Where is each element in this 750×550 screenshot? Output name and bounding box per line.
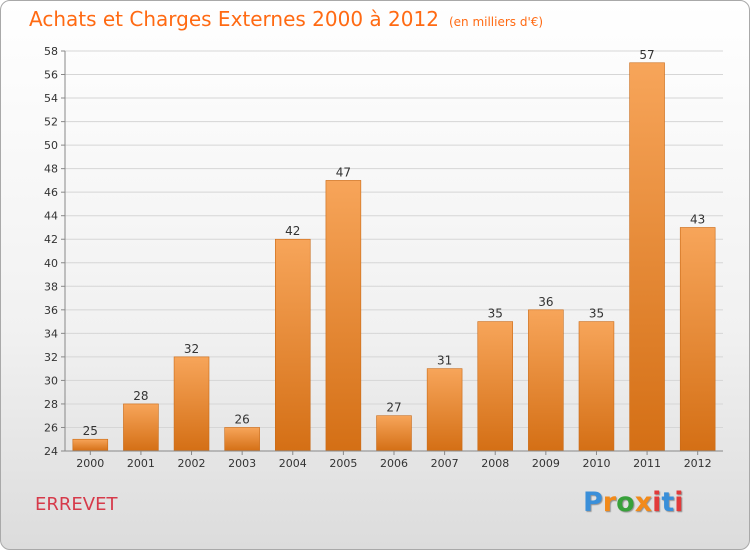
x-tick-label: 2006 [380,457,408,470]
y-tick-label: 38 [44,280,58,293]
data-label: 42 [285,224,300,238]
y-tick-label: 30 [44,374,58,387]
proxiti-logo[interactable]: Proxiti [583,487,684,518]
y-tick-label: 32 [44,351,58,364]
logo-letter: t [661,487,675,518]
bar [224,427,260,452]
bar [72,438,109,452]
data-label: 35 [488,307,503,321]
y-tick-label: 56 [44,69,58,82]
bars [72,62,716,452]
y-tick-label: 40 [44,257,58,270]
logo-letter: i [652,487,662,518]
y-tick-label: 42 [44,233,58,246]
bar [325,180,362,452]
logo-letter: i [674,487,684,518]
data-label: 32 [184,342,199,356]
data-label: 35 [589,307,604,321]
data-label: 36 [538,295,553,309]
x-tick-label: 2011 [633,457,661,470]
bar [123,403,159,452]
x-tick-label: 2000 [76,457,104,470]
x-tick-label: 2003 [228,457,256,470]
chart-title-text: Achats et Charges Externes 2000 à 2012 [29,7,439,31]
data-label: 31 [437,354,452,368]
bar [426,368,463,452]
logo-letter: o [616,487,635,518]
logo-letter: P [583,487,603,518]
chart-title: Achats et Charges Externes 2000 à 2012 (e… [29,7,543,31]
data-label: 26 [235,412,250,426]
data-label: 25 [83,424,98,438]
chart-subtitle: (en milliers d'€) [448,15,544,29]
city-name: ERREVET [35,494,118,515]
bar [629,62,665,452]
y-tick-label: 58 [44,45,58,58]
x-tick-label: 2008 [481,457,509,470]
grid-lines [65,50,723,452]
x-tick-label: 2005 [329,457,357,470]
data-label: 28 [133,389,148,403]
y-tick-label: 52 [44,116,58,129]
data-label: 27 [386,401,401,415]
y-tick-label: 50 [44,139,58,152]
x-tick-label: 2001 [127,457,155,470]
bar [578,321,615,452]
y-tick-label: 54 [44,92,58,105]
bar [173,356,210,452]
bar [376,415,412,452]
bar [477,321,513,452]
logo-letter: r [602,487,617,518]
bar [528,309,564,452]
y-tick-label: 46 [44,186,58,199]
y-tick-label: 36 [44,304,58,317]
x-tick-label: 2009 [532,457,560,470]
data-label: 43 [690,212,705,226]
labels: 24 26 28 30 32 34 36 38 40 42 44 46 48 50 52 54 56 58 2000… [44,45,712,470]
y-tick-label: 48 [44,163,58,176]
x-tick-label: 2012 [684,457,712,470]
x-tick-label: 2002 [178,457,206,470]
y-tick-label: 44 [44,210,58,223]
bar [275,238,311,452]
x-tick-label: 2010 [582,457,610,470]
y-tick-label: 24 [44,445,58,458]
axes [61,50,723,455]
x-tick-label: 2004 [279,457,307,470]
y-tick-label: 28 [44,398,58,411]
logo-letter: x [634,487,653,518]
y-tick-label: 26 [44,421,58,434]
x-tick-label: 2007 [431,457,459,470]
y-tick-label: 34 [44,327,58,340]
bar [679,227,716,452]
data-label: 57 [639,48,654,62]
data-label: 47 [336,165,351,179]
